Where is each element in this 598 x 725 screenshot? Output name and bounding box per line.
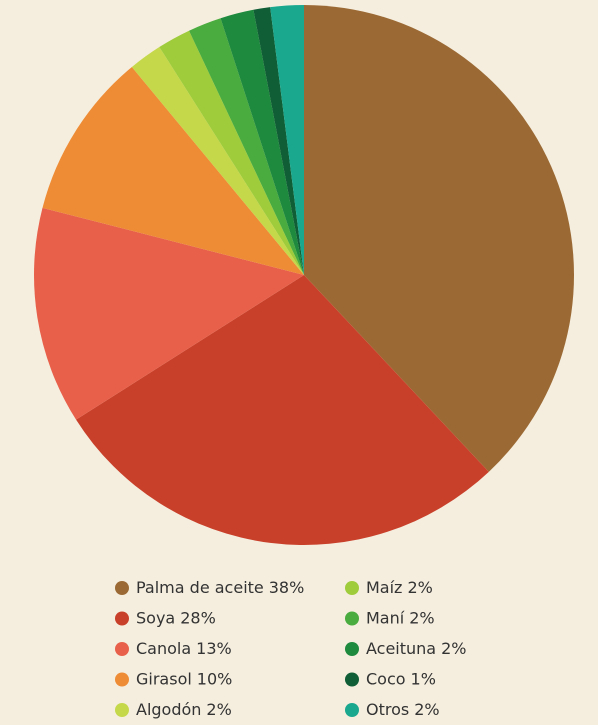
legend-label: Palma de aceite 38% [136,578,304,597]
legend-label: Algodón 2% [136,700,232,719]
legend-swatch [345,703,359,717]
legend-value: 1% [411,669,436,688]
legend-name: Maní [366,608,405,627]
legend-name: Canola [136,639,191,658]
legend-name: Otros [366,700,409,719]
legend-name: Aceituna [366,639,436,658]
legend-swatch [345,612,359,626]
legend-name: Palma de aceite [136,578,264,597]
legend-label: Aceituna 2% [366,639,467,658]
legend-value: 2% [414,700,439,719]
legend-value: 2% [441,639,466,658]
legend-swatch [115,673,129,687]
legend-value: 10% [197,669,233,688]
legend-name: Coco [366,669,406,688]
legend-value: 2% [206,700,231,719]
legend-label: Girasol 10% [136,669,232,688]
legend-name: Algodón [136,700,201,719]
legend-swatch [115,581,129,595]
legend-label: Canola 13% [136,639,232,658]
legend-label: Coco 1% [366,669,436,688]
legend-swatch [115,642,129,656]
legend-value: 28% [180,608,216,627]
legend-value: 2% [407,578,432,597]
legend-swatch [345,642,359,656]
legend-label: Soya 28% [136,608,216,627]
legend-label: Maíz 2% [366,578,433,597]
legend-value: 13% [196,639,232,658]
legend-value: 38% [269,578,305,597]
legend-swatch [115,612,129,626]
chart: Palma de aceite38%Soya28%Canola13%Giraso… [0,0,598,721]
legend-swatch [115,703,129,717]
legend-label: Otros 2% [366,700,440,719]
legend-name: Girasol [136,669,192,688]
legend-swatch [345,673,359,687]
legend-value: 2% [409,608,434,627]
legend-name: Soya [136,608,175,627]
legend-name: Maíz [366,578,402,597]
legend-swatch [345,581,359,595]
